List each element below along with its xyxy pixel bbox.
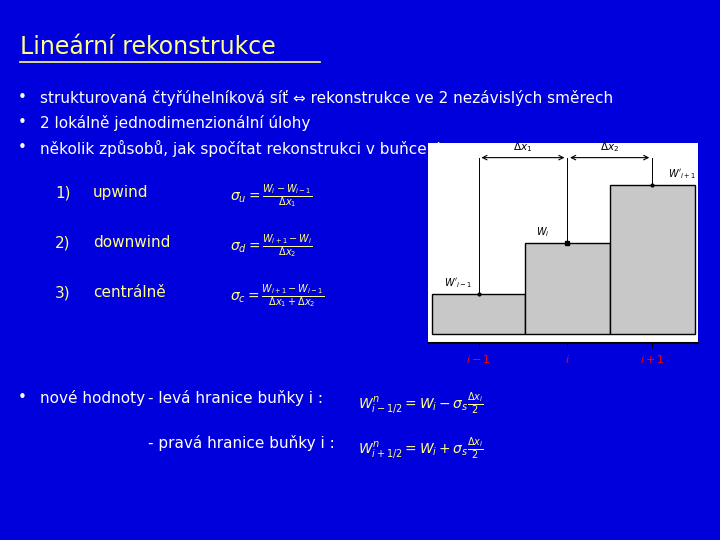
Text: $W^n_{i+1/2} = W_i + \sigma_s \frac{\Delta x_i}{2}$: $W^n_{i+1/2} = W_i + \sigma_s \frac{\Del… [358, 435, 484, 461]
Bar [525, 243, 610, 334]
Text: $W'_{i-1}$: $W'_{i-1}$ [444, 276, 472, 290]
Text: •: • [18, 390, 27, 405]
Text: Lineární rekonstrukce: Lineární rekonstrukce [20, 35, 276, 59]
Text: downwind: downwind [93, 235, 171, 250]
Text: centrálně: centrálně [93, 285, 166, 300]
Text: několik způsobů, jak spočítat rekonstrukci v buňce  i: několik způsobů, jak spočítat rekonstruk… [40, 140, 441, 157]
Bar [610, 185, 695, 334]
Text: •: • [18, 115, 27, 130]
Text: - levá hranice buňky i :: - levá hranice buňky i : [148, 390, 323, 406]
Text: $\sigma_c = \frac{W_{i+1} - W_{i-1}}{\Delta x_1 + \Delta x_2}$: $\sigma_c = \frac{W_{i+1} - W_{i-1}}{\De… [230, 282, 325, 310]
Text: $\sigma_d = \frac{W_{i+1} - W_i}{\Delta x_2}$: $\sigma_d = \frac{W_{i+1} - W_i}{\Delta … [230, 232, 312, 260]
Text: •: • [18, 140, 27, 155]
Text: 1): 1) [55, 185, 71, 200]
Text: strukturovaná čtyřúhelníková síť ⇔ rekonstrukce ve 2 nezávislých směrech: strukturovaná čtyřúhelníková síť ⇔ rekon… [40, 90, 613, 106]
Text: $W^n_{i-1/2} = W_i - \sigma_s \frac{\Delta x_i}{2}$: $W^n_{i-1/2} = W_i - \sigma_s \frac{\Del… [358, 390, 484, 416]
Bar [432, 294, 525, 334]
Text: $\Delta x_2$: $\Delta x_2$ [600, 140, 619, 154]
Text: $\Delta x_1$: $\Delta x_1$ [513, 140, 533, 154]
Text: 3): 3) [55, 285, 71, 300]
Text: 2): 2) [55, 235, 71, 250]
Text: 2 lokálně jednodimenzionální úlohy: 2 lokálně jednodimenzionální úlohy [40, 115, 310, 131]
Text: •: • [18, 90, 27, 105]
Text: $\sigma_u = \frac{W_i - W_{i-1}}{\Delta x_1}$: $\sigma_u = \frac{W_i - W_{i-1}}{\Delta … [230, 182, 312, 210]
Text: $W_i$: $W_i$ [536, 226, 550, 239]
Text: nové hodnoty: nové hodnoty [40, 390, 145, 406]
Text: upwind: upwind [93, 185, 148, 200]
Text: $W'_{i+1}$: $W'_{i+1}$ [667, 167, 696, 181]
Text: - pravá hranice buňky i :: - pravá hranice buňky i : [148, 435, 335, 451]
